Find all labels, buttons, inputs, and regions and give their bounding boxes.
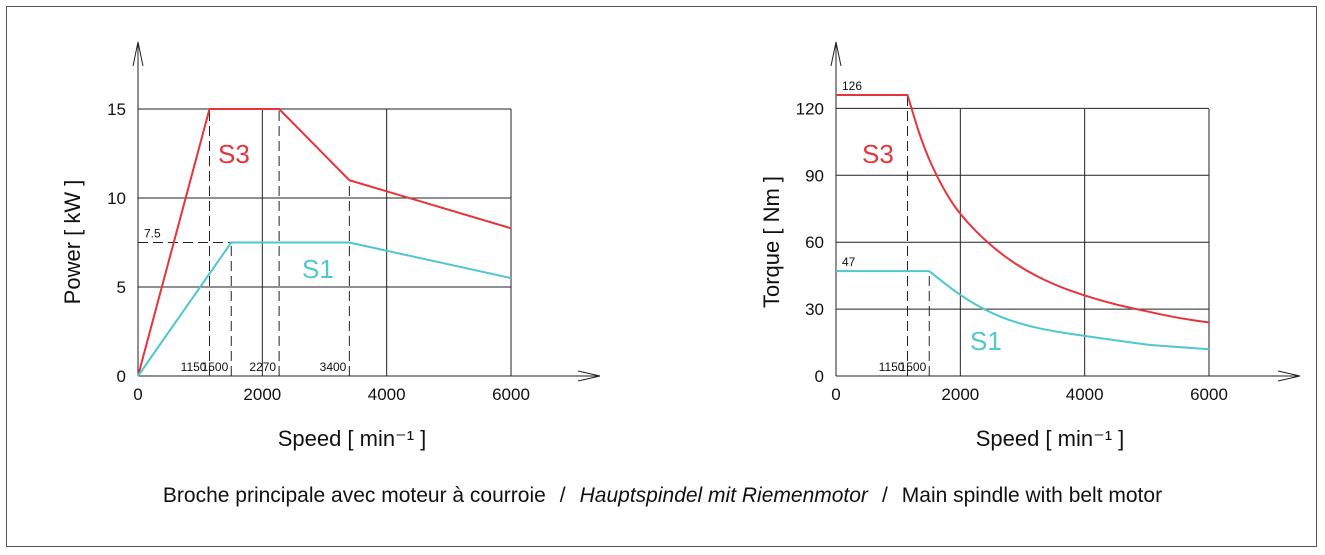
chart2-y-tick-label: 60 xyxy=(805,233,824,252)
caption-german: Hauptspindel mit Riemenmotor xyxy=(579,484,868,507)
chart2-y-tick-label: 120 xyxy=(796,99,824,118)
chart2-series-s1-label: S1 xyxy=(970,326,1002,356)
chart1-x-axis-title: Speed [ min⁻¹ ] xyxy=(278,426,427,451)
chart2-ref-label-x: 1500 xyxy=(900,360,927,374)
chart2-ref-label-y: 47 xyxy=(842,255,856,269)
chart1-ref-label-x: 1150 xyxy=(181,360,207,374)
chart1-ref-label-x: 2270 xyxy=(249,360,276,374)
chart2-x-axis-arrow xyxy=(1277,370,1301,382)
chart1-series-s3-line xyxy=(137,108,512,377)
chart2-x-tick-label: 4000 xyxy=(1066,385,1104,404)
chart1-series-s3-label: S3 xyxy=(218,139,250,169)
caption-separator-2: / xyxy=(881,484,888,507)
chart1-x-tick-label: 6000 xyxy=(492,385,530,404)
caption-french: Broche principale avec moteur à courroie xyxy=(162,484,546,507)
chart2-ref-label-y: 126 xyxy=(842,79,862,93)
chart1-x-axis-arrow xyxy=(577,370,601,382)
figure-frame xyxy=(6,6,1317,547)
chart2-series-s3-line xyxy=(836,94,1210,324)
chart1-ref-label-y: 7.5 xyxy=(144,227,161,241)
chart2-y-axis-title: Torque [ Nm ] xyxy=(759,176,784,308)
chart1-y-tick-label: 15 xyxy=(107,100,126,119)
chart1-series-s1-line xyxy=(137,241,512,377)
chart1-y-tick-label: 0 xyxy=(117,367,126,386)
chart2-y-tick-label: 30 xyxy=(805,300,824,319)
chart2-y-axis-arrow xyxy=(830,41,842,67)
caption-separator-1: / xyxy=(559,484,566,507)
chart2-series-s1-line xyxy=(836,270,1210,351)
chart1-y-tick-label: 5 xyxy=(117,278,126,297)
chart2-ref-label-x: 1150 xyxy=(879,360,905,374)
chart1-ref-label-x: 3400 xyxy=(320,360,347,374)
chart2-x-tick-label: 2000 xyxy=(941,385,979,404)
figure-caption: Broche principale avec moteur à courroie… xyxy=(0,484,1325,508)
chart1-x-tick-label: 4000 xyxy=(368,385,406,404)
chart2-x-tick-label: 0 xyxy=(831,385,840,404)
chart1-series-s1-label: S1 xyxy=(302,254,334,284)
chart1-y-tick-label: 10 xyxy=(107,189,126,208)
chart1-y-axis-arrow xyxy=(132,41,144,67)
caption-english: Main spindle with belt motor xyxy=(901,484,1163,507)
chart2-x-axis-title: Speed [ min⁻¹ ] xyxy=(976,426,1125,451)
chart1-ref-label-x: 1500 xyxy=(202,360,229,374)
chart2-series-s3-label: S3 xyxy=(862,139,894,169)
chart2-y-tick-label: 90 xyxy=(805,166,824,185)
chart1-y-axis-title: Power [ kW ] xyxy=(60,180,85,305)
chart1-x-tick-label: 2000 xyxy=(243,385,281,404)
chart1-x-tick-label: 0 xyxy=(133,385,142,404)
chart2-x-tick-label: 6000 xyxy=(1190,385,1228,404)
chart2-y-tick-label: 0 xyxy=(815,367,824,386)
